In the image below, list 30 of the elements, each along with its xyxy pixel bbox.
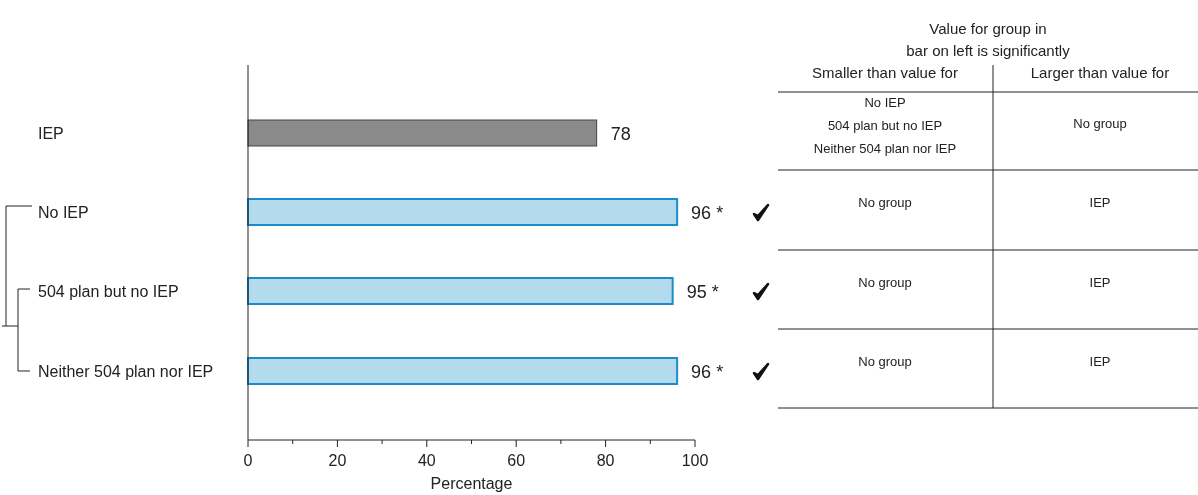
x-tick-label: 100 — [681, 452, 709, 469]
x-tick-label: 0 — [243, 452, 253, 469]
x-tick-label: 20 — [328, 452, 347, 469]
x-tick-label: 40 — [417, 452, 436, 469]
y-tick-label: No IEP — [38, 204, 89, 221]
data-label: 96 * — [691, 203, 724, 223]
text: No group — [858, 354, 912, 369]
text: Value for group in bar on left is significantly — [906, 20, 1071, 59]
y-tick-label: 504 plan but no IEP — [38, 283, 179, 300]
text: No group — [1073, 116, 1127, 131]
text: No IEP 504 plan but no IEP Neither 504 plan nor IEP — [813, 95, 957, 156]
y-tick-label: Neither 504 plan nor IEP — [38, 363, 214, 380]
bar — [247, 198, 679, 226]
bar — [247, 277, 674, 305]
bar — [247, 119, 598, 147]
text: IEP — [1089, 354, 1111, 369]
text: Smaller than value for — [812, 64, 958, 81]
x-tick-label: 80 — [596, 452, 615, 469]
data-label: 96 * — [691, 362, 724, 382]
text: Larger than value for — [1030, 64, 1170, 81]
text: IEP — [1089, 195, 1111, 210]
data-label: 78 — [610, 124, 631, 144]
x-tick-label: 60 — [507, 452, 526, 469]
y-tick-label: IEP — [38, 125, 64, 142]
bar — [247, 357, 679, 385]
x-axis-title: Percentage — [430, 475, 513, 492]
text: No group — [858, 275, 912, 290]
text: No group — [858, 195, 912, 210]
data-label: 95 * — [686, 282, 719, 302]
text: IEP — [1089, 275, 1111, 290]
